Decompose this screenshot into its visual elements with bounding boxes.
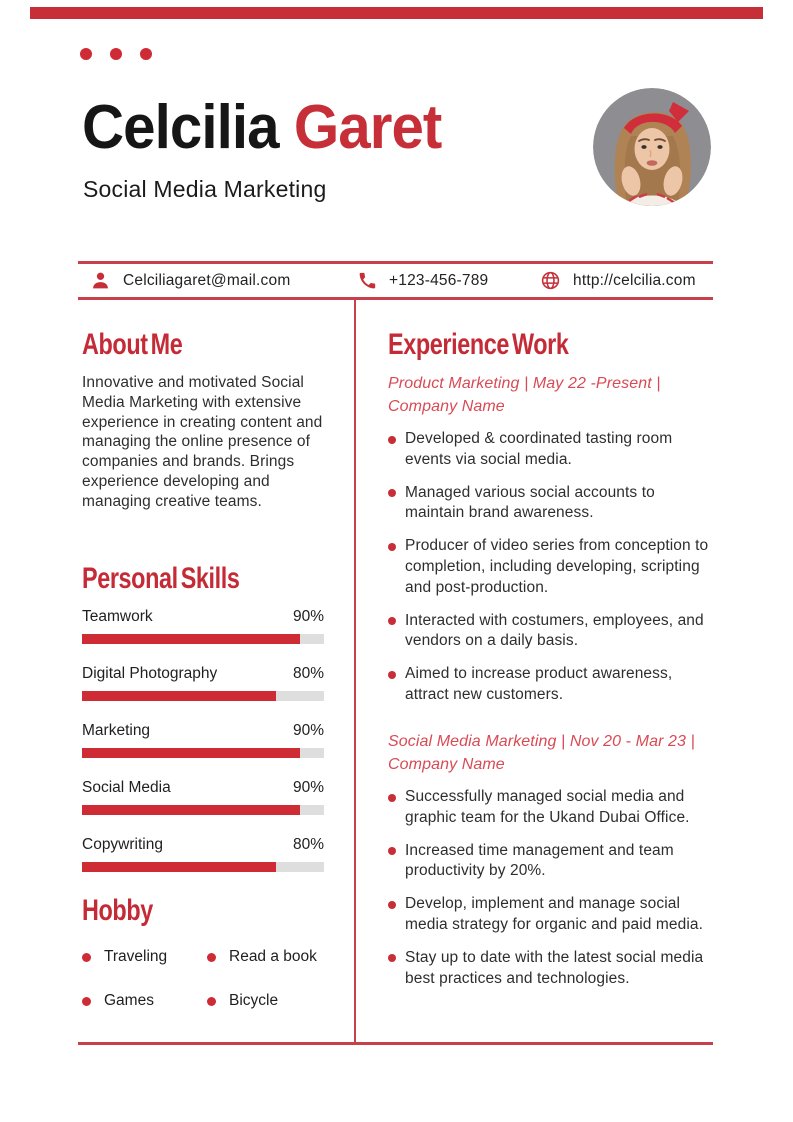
skill-label: Digital Photography (82, 665, 218, 682)
job-title: Product Marketing | May 22 -Present | Co… (388, 375, 661, 415)
column-divider (354, 300, 356, 1043)
skill-bar-track (82, 805, 324, 815)
experience-bullet-text: Producer of video series from conception… (405, 537, 709, 596)
name-heading: Celcilia Garet (82, 97, 442, 159)
dot-icon (110, 48, 122, 60)
dot-icon (388, 670, 396, 679)
experience-bullet-text: Interacted with costumers, employees, an… (405, 611, 704, 650)
skill-bar-track (82, 748, 324, 758)
skill-row: Copywriting 80% (82, 836, 324, 882)
experience-bullet-text: Stay up to date with the latest social m… (405, 948, 704, 987)
website-text: http://celcilia.com (573, 271, 696, 289)
hobby-item: Read a book (207, 948, 332, 966)
skill-row: Digital Photography 80% (82, 665, 324, 711)
experience-bullet-text: Developed & coordinated tasting room eve… (405, 430, 673, 468)
decorative-dots (80, 48, 152, 60)
skill-bar-fill (82, 862, 276, 872)
dot-icon (140, 48, 152, 60)
contact-email: Celciliagaret@mail.com (90, 264, 290, 297)
dot-icon (207, 952, 216, 962)
hobby-label: Read a book (229, 948, 317, 965)
skill-bar-fill (82, 748, 300, 758)
skill-label: Teamwork (82, 608, 153, 625)
dot-icon (388, 542, 396, 551)
skill-bar-fill (82, 691, 276, 701)
dot-icon (388, 617, 396, 626)
dot-icon (388, 847, 396, 856)
skill-label: Marketing (82, 722, 151, 739)
dot-icon (388, 793, 396, 802)
skill-label: Social Media (82, 779, 171, 796)
experience-bullet-text: Develop, implement and manage social med… (405, 895, 704, 933)
hobby-label: Games (104, 992, 154, 1009)
experience-bullet: Aimed to increase product awareness, att… (388, 664, 713, 706)
section-heading-hobby: Hobby (82, 894, 153, 927)
skill-row: Social Media 90% (82, 779, 324, 825)
skill-percent: 90% (292, 779, 324, 796)
experience-bullet: Increased time management and team produ… (388, 841, 713, 883)
skill-row: Marketing 90% (82, 722, 324, 768)
person-icon (93, 272, 108, 289)
phone-text: +123-456-789 (389, 271, 489, 289)
experience-bullet: Stay up to date with the latest social m… (388, 948, 713, 990)
hobby-item: Traveling (82, 948, 207, 966)
hobby-item: Bicycle (207, 992, 332, 1010)
section-heading-experience: Experience Work (388, 328, 569, 361)
top-accent-bar (30, 7, 763, 19)
experience-bullet-text: Managed various social accounts to maint… (405, 483, 655, 522)
dot-icon (82, 996, 91, 1006)
experience-bullet: Developed & coordinated tasting room eve… (388, 429, 713, 471)
globe-icon (541, 271, 560, 290)
section-heading-skills: Personal Skills (82, 562, 240, 595)
bottom-border (78, 1042, 713, 1045)
dot-icon (82, 952, 91, 962)
experience-bullet-list: Developed & coordinated tasting room eve… (388, 429, 713, 718)
dot-icon (80, 48, 92, 60)
experience-bullet-text: Successfully managed social media and gr… (405, 788, 690, 826)
skill-percent: 80% (292, 665, 324, 682)
profile-photo (593, 88, 711, 206)
hobby-item: Games (82, 992, 207, 1010)
experience-bullet: Producer of video series from conception… (388, 536, 713, 598)
about-text: Innovative and motivated Social Media Ma… (82, 374, 323, 510)
hobby-list: Traveling Read a book Games Bicycle (82, 948, 332, 1036)
skill-bar-track (82, 691, 324, 701)
first-name: Celcilia (82, 93, 280, 162)
experience-bullet-text: Increased time management and team produ… (405, 841, 674, 880)
experience-bullet: Managed various social accounts to maint… (388, 483, 713, 525)
experience-bullet-list: Successfully managed social media and gr… (388, 787, 713, 1001)
hobby-label: Bicycle (229, 992, 279, 1009)
skill-bar-track (82, 634, 324, 644)
skill-percent: 90% (292, 608, 324, 625)
skill-label: Copywriting (82, 836, 163, 853)
experience-bullet: Interacted with costumers, employees, an… (388, 611, 713, 653)
last-name: Garet (293, 93, 442, 162)
job-title: Social Media Marketing | Nov 20 - Mar 23… (388, 733, 695, 773)
skill-percent: 90% (292, 722, 324, 739)
skill-bar-track (82, 862, 324, 872)
hobby-label: Traveling (104, 948, 168, 965)
skill-percent: 80% (292, 836, 324, 853)
job-subtitle: Social Media Marketing (83, 176, 327, 202)
dot-icon (388, 489, 396, 498)
experience-bullet-text: Aimed to increase product awareness, att… (405, 665, 673, 703)
dot-icon (207, 996, 216, 1006)
dot-icon (388, 435, 396, 444)
email-text: Celciliagaret@mail.com (123, 271, 291, 289)
skill-bar-fill (82, 805, 300, 815)
contact-bar: Celciliagaret@mail.com +123-456-789 http… (78, 261, 713, 300)
experience-bullet: Successfully managed social media and gr… (388, 787, 713, 829)
contact-phone: +123-456-789 (358, 264, 488, 297)
dot-icon (388, 954, 396, 963)
skill-bar-fill (82, 634, 300, 644)
avatar-illustration (593, 88, 711, 206)
section-heading-about: About Me (82, 328, 183, 361)
phone-icon (359, 272, 376, 289)
experience-bullet: Develop, implement and manage social med… (388, 894, 713, 936)
contact-website: http://celcilia.com (540, 264, 696, 297)
dot-icon (388, 900, 396, 909)
skill-row: Teamwork 90% (82, 608, 324, 654)
